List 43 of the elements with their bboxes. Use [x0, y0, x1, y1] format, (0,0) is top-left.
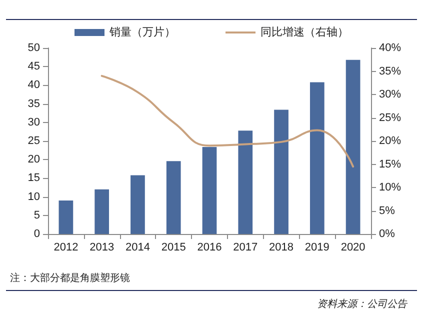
bar: [310, 82, 324, 234]
y2-tick-label: 25%: [379, 112, 402, 124]
y2-tick-label: 15%: [379, 158, 402, 170]
x-tick-label: 2015: [161, 242, 186, 254]
bar: [238, 130, 253, 234]
y-tick-label: 35: [28, 98, 40, 110]
x-tick-label: 2018: [269, 242, 294, 254]
y-tick-label: 40: [28, 79, 40, 92]
legend-label: 同比增速（右轴）: [260, 26, 348, 38]
y2-tick-label: 35%: [379, 65, 402, 78]
y-tick-label: 30: [28, 116, 40, 128]
y2-tick-label: 0%: [379, 228, 396, 240]
x-tick-label: 2017: [233, 242, 258, 254]
x-tick-label: 2020: [340, 242, 366, 254]
x-tick-label: 2013: [90, 242, 114, 254]
y-tick-label: 0: [34, 228, 40, 240]
bar: [94, 189, 110, 234]
line-series: [100, 74, 354, 168]
bar: [130, 175, 145, 234]
y2-tick-label: 10%: [379, 182, 402, 194]
legend-label: 销量（万片）: [108, 26, 176, 38]
bar: [166, 161, 181, 234]
x-tick-label: 2012: [54, 242, 78, 254]
text: 注：大部分都是角膜塑形镜: [10, 272, 130, 285]
y2-tick-label: 5%: [379, 204, 396, 217]
x-tick-label: 2019: [304, 242, 330, 254]
y-tick-label: 45: [28, 60, 40, 73]
bar: [202, 146, 217, 234]
y2-tick-label: 40%: [379, 42, 402, 54]
y2-tick-label: 30%: [379, 88, 402, 100]
x-tick-label: 2014: [125, 242, 150, 254]
x-tick-label: 2016: [197, 242, 222, 254]
bar: [346, 60, 360, 234]
y-tick-label: 5: [34, 209, 40, 222]
text: 资料来源：公司公告: [317, 298, 407, 311]
y-tick-label: 20: [28, 154, 40, 166]
bar: [274, 110, 288, 234]
y-tick-label: 25: [28, 135, 40, 147]
y2-tick-label: 20%: [379, 135, 402, 147]
bar: [58, 200, 74, 234]
y-tick-label: 10: [28, 190, 40, 203]
y-tick-label: 50: [28, 42, 40, 54]
y-tick-label: 15: [28, 172, 40, 184]
